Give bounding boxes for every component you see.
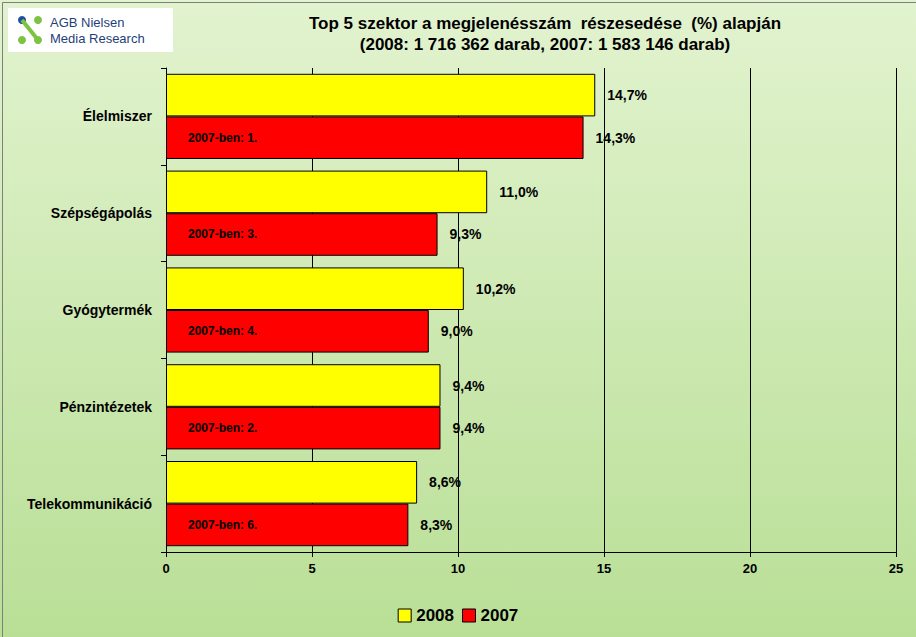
svg-text:(2008: 1 716 362 darab, 2007:: (2008: 1 716 362 darab, 2007: 1 583 146 …: [360, 35, 730, 54]
svg-text:9,4%: 9,4%: [452, 420, 484, 436]
svg-text:15: 15: [597, 561, 611, 576]
svg-text:9,0%: 9,0%: [441, 323, 473, 339]
svg-text:25: 25: [889, 561, 903, 576]
svg-text:AGB Nielsen: AGB Nielsen: [50, 15, 124, 30]
svg-text:2008: 2008: [416, 606, 454, 625]
svg-text:10: 10: [451, 561, 465, 576]
svg-text:2007-ben: 3.: 2007-ben: 3.: [188, 227, 257, 241]
svg-text:5: 5: [308, 561, 315, 576]
svg-text:Szépségápolás: Szépségápolás: [51, 205, 152, 221]
svg-text:Pénzintézetek: Pénzintézetek: [59, 399, 152, 415]
svg-text:2007-ben: 1.: 2007-ben: 1.: [188, 131, 257, 145]
svg-text:Top 5 szektor a megjelenésszám: Top 5 szektor a megjelenésszám részesedé…: [309, 14, 781, 33]
svg-text:Élelmiszer: Élelmiszer: [83, 108, 153, 124]
svg-text:8,3%: 8,3%: [420, 517, 452, 533]
svg-text:Telekommunikáció: Telekommunikáció: [27, 496, 152, 512]
svg-text:2007-ben: 4.: 2007-ben: 4.: [188, 324, 257, 338]
svg-text:8,6%: 8,6%: [429, 474, 461, 490]
svg-text:0: 0: [162, 561, 169, 576]
svg-text:11,0%: 11,0%: [499, 184, 538, 200]
svg-text:9,3%: 9,3%: [450, 226, 482, 242]
svg-text:2007: 2007: [481, 606, 519, 625]
svg-text:Media Research: Media Research: [50, 31, 145, 46]
svg-text:Gyógytermék: Gyógytermék: [63, 302, 153, 318]
svg-text:14,3%: 14,3%: [596, 130, 636, 146]
svg-text:10,2%: 10,2%: [476, 281, 516, 297]
svg-text:14,7%: 14,7%: [607, 87, 647, 103]
svg-text:20: 20: [743, 561, 757, 576]
svg-text:2007-ben: 6.: 2007-ben: 6.: [188, 518, 257, 532]
svg-text:9,4%: 9,4%: [452, 378, 484, 394]
svg-text:2007-ben: 2.: 2007-ben: 2.: [188, 421, 257, 435]
